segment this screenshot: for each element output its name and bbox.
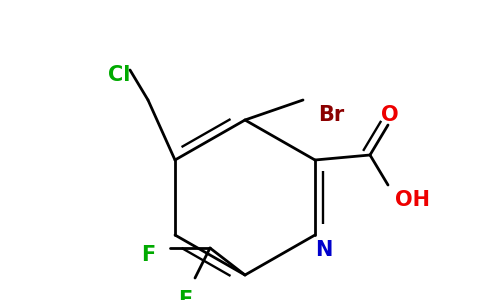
Text: O: O [381, 105, 399, 125]
Text: F: F [178, 290, 192, 300]
Text: Br: Br [318, 105, 344, 125]
Text: OH: OH [395, 190, 430, 210]
Text: N: N [315, 240, 333, 260]
Text: F: F [141, 245, 155, 265]
Text: Cl: Cl [108, 65, 130, 85]
